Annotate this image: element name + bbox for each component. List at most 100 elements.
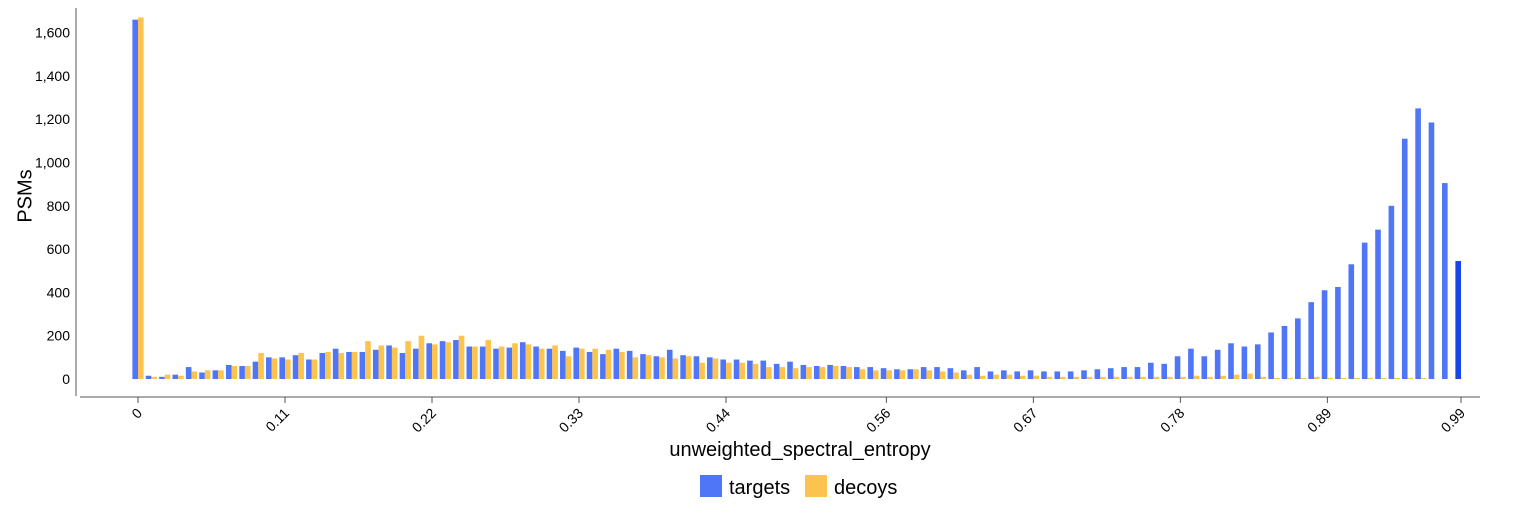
bar-decoys-54 — [859, 369, 866, 379]
legend-swatch-decoys — [805, 475, 827, 497]
y-ticks: 0 200 400 600 800 1,000 1,200 1,400 1,600 — [35, 25, 70, 387]
bar-decoys-69 — [1060, 376, 1066, 379]
bar-targets-59 — [920, 367, 927, 379]
bar-targets-16 — [346, 351, 352, 379]
bar-decoys-0 — [138, 17, 144, 380]
bar-decoys-89 — [1327, 377, 1333, 379]
bar-targets-95 — [1401, 138, 1408, 379]
x-tick-label: 0.11 — [262, 405, 292, 435]
bar-targets-84 — [1254, 344, 1261, 379]
bar-targets-15 — [332, 348, 339, 379]
bar-decoys-93 — [1380, 377, 1387, 379]
bar-targets-26 — [479, 346, 486, 379]
bar-decoys-44 — [726, 362, 732, 379]
bar-targets-99 — [1455, 261, 1461, 379]
bar-targets-35 — [600, 354, 606, 379]
bar-targets-58 — [907, 369, 914, 379]
bar-decoys-95 — [1407, 377, 1414, 379]
bar-targets-25 — [466, 346, 473, 379]
bar-decoys-67 — [1033, 375, 1039, 379]
bar-targets-13 — [306, 359, 312, 379]
bar-decoys-7 — [231, 366, 238, 379]
bar-targets-80 — [1201, 356, 1208, 379]
bar-decoys-66 — [1020, 375, 1026, 379]
bar-decoys-4 — [191, 371, 198, 379]
bar-targets-33 — [573, 347, 579, 379]
bar-targets-82 — [1228, 343, 1234, 379]
bar-decoys-34 — [592, 348, 598, 379]
bar-decoys-10 — [271, 358, 278, 379]
bar-targets-10 — [266, 357, 272, 379]
bars-group — [132, 17, 1461, 380]
bar-decoys-82 — [1233, 374, 1240, 379]
bar-targets-45 — [733, 359, 740, 379]
bar-targets-69 — [1054, 371, 1061, 379]
bar-targets-96 — [1415, 108, 1421, 379]
x-tick-label: 0.78 — [1157, 405, 1188, 436]
bar-decoys-21 — [418, 335, 425, 379]
bar-targets-73 — [1107, 368, 1114, 379]
bar-decoys-26 — [485, 340, 492, 379]
x-tick-label: 0.89 — [1304, 405, 1335, 436]
bar-targets-61 — [947, 368, 954, 379]
bar-targets-32 — [560, 350, 566, 379]
bar-decoys-28 — [512, 343, 518, 379]
bar-targets-98 — [1442, 183, 1448, 379]
bar-targets-54 — [854, 367, 860, 379]
bar-decoys-73 — [1113, 376, 1120, 379]
bar-targets-7 — [225, 364, 232, 379]
bar-targets-87 — [1295, 318, 1301, 379]
bar-decoys-48 — [779, 367, 786, 379]
bar-decoys-24 — [458, 335, 465, 379]
bar-decoys-47 — [766, 367, 772, 379]
y-tick-label: 1,000 — [35, 155, 70, 171]
bar-targets-97 — [1428, 122, 1435, 379]
bar-targets-38 — [640, 354, 646, 379]
bar-targets-40 — [666, 349, 673, 379]
y-tick-label: 1,600 — [35, 25, 70, 41]
bar-targets-51 — [813, 366, 820, 379]
bar-targets-86 — [1281, 325, 1288, 379]
legend: targets decoys — [700, 475, 897, 499]
bar-decoys-57 — [899, 370, 906, 379]
bar-decoys-16 — [351, 351, 358, 379]
bar-decoys-79 — [1193, 375, 1200, 379]
bar-decoys-38 — [645, 355, 652, 379]
bar-targets-36 — [613, 348, 620, 379]
x-tick-label: 0.33 — [556, 405, 587, 436]
x-tick-label: 0 — [128, 405, 145, 422]
bar-decoys-76 — [1153, 376, 1160, 379]
x-tick-label: 0.56 — [863, 405, 894, 436]
bar-targets-89 — [1321, 290, 1328, 379]
bar-targets-79 — [1188, 348, 1194, 379]
bar-decoys-13 — [311, 359, 318, 379]
bar-decoys-43 — [712, 358, 719, 379]
bar-decoys-90 — [1340, 377, 1347, 379]
bar-decoys-1 — [151, 376, 157, 379]
bar-targets-90 — [1335, 287, 1341, 379]
bar-targets-63 — [974, 367, 980, 379]
bar-decoys-62 — [966, 374, 973, 379]
bar-targets-88 — [1308, 302, 1314, 379]
bar-decoys-32 — [565, 356, 572, 379]
bar-targets-52 — [827, 364, 833, 379]
bar-targets-1 — [145, 375, 152, 379]
bar-targets-44 — [720, 359, 726, 379]
bar-decoys-31 — [552, 345, 558, 379]
legend-swatch-targets — [700, 475, 722, 497]
bar-targets-72 — [1094, 369, 1101, 379]
bar-decoys-8 — [244, 366, 251, 379]
bar-targets-0 — [132, 19, 138, 379]
bar-targets-49 — [787, 361, 793, 379]
bar-targets-11 — [279, 357, 285, 379]
x-tick-label: 0.44 — [703, 405, 734, 436]
bar-decoys-77 — [1167, 376, 1173, 379]
bar-targets-42 — [693, 356, 700, 379]
bar-targets-41 — [680, 355, 686, 379]
bar-decoys-23 — [445, 342, 451, 379]
bar-targets-21 — [413, 348, 419, 379]
bar-decoys-78 — [1180, 376, 1186, 379]
y-tick-label: 1,200 — [35, 111, 70, 127]
bar-decoys-85 — [1273, 377, 1280, 379]
